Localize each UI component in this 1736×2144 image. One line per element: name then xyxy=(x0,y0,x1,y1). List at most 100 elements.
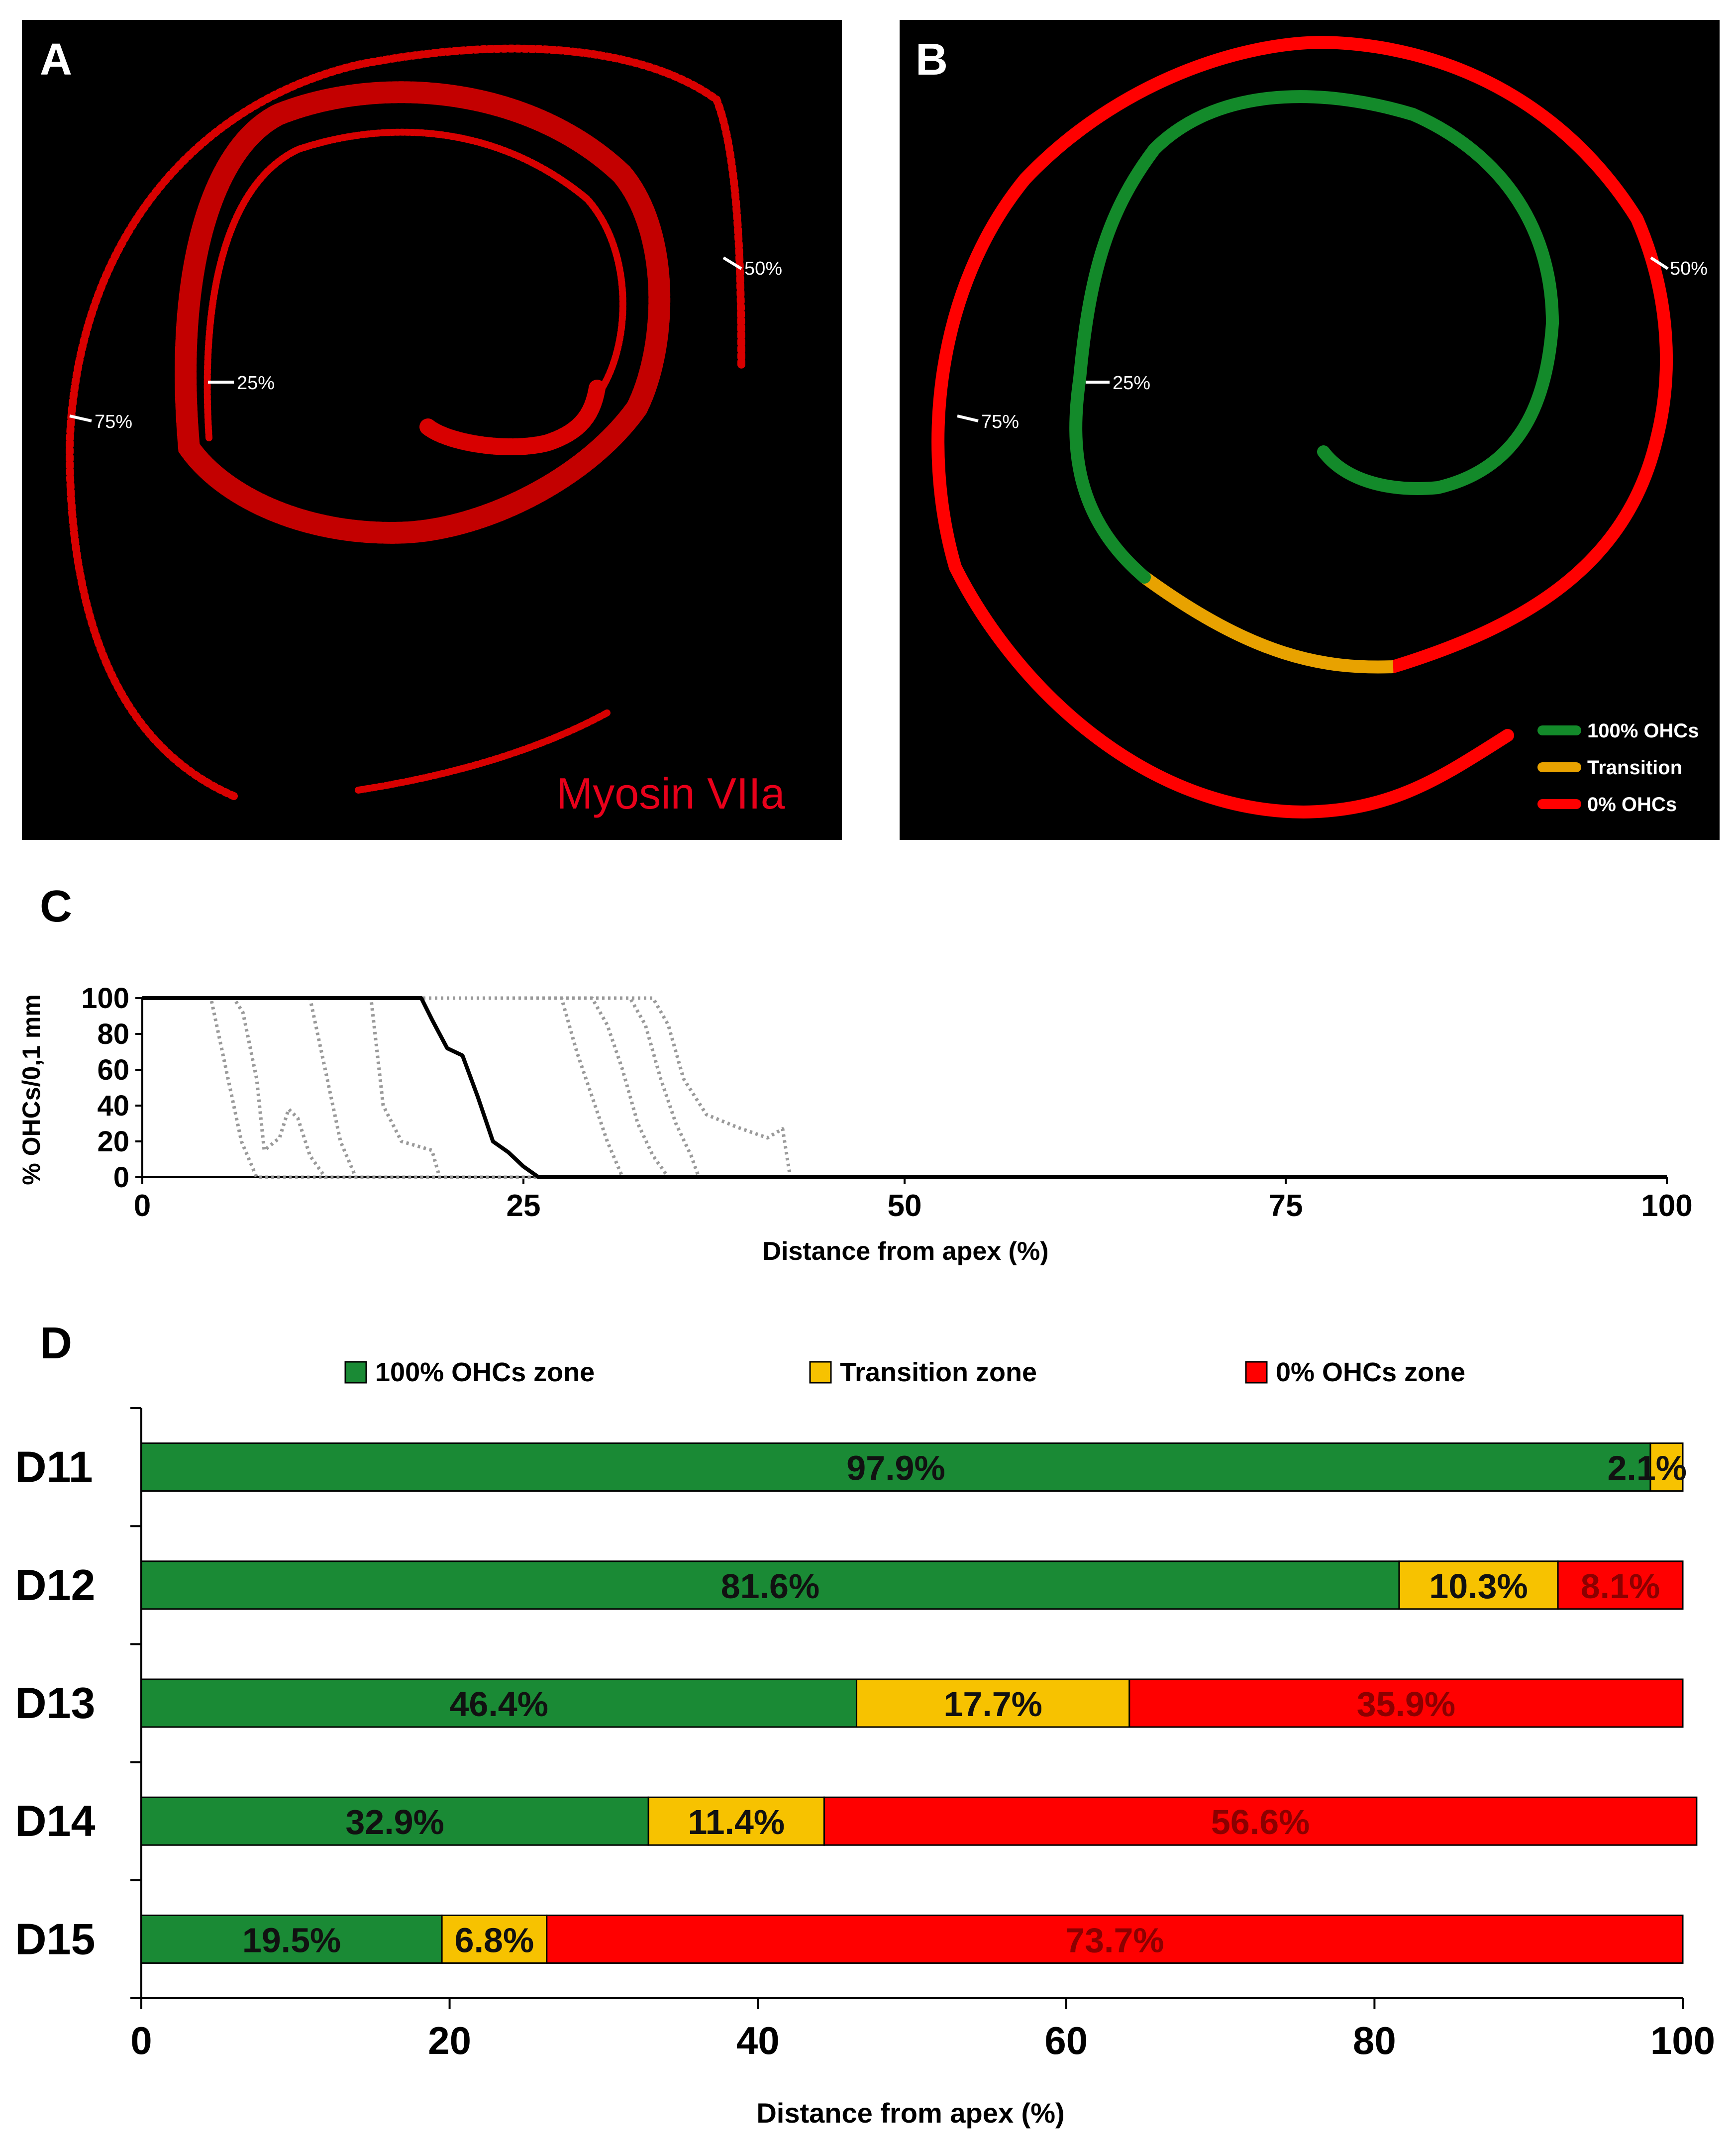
panel-b-background xyxy=(900,20,1720,840)
mark-label-75: 75% xyxy=(95,411,132,432)
panel-a-letter: A xyxy=(40,35,72,85)
legend-b-label-red: 0% OHCs xyxy=(1587,794,1677,816)
legend-b-label-yellow: Transition xyxy=(1587,757,1682,779)
chart-d-bar-segment xyxy=(823,1796,1698,1846)
chart-d-data-label: 97.9% xyxy=(846,1449,945,1488)
chart-c-series-dotted xyxy=(142,996,1667,1179)
myosin-spiral-image xyxy=(65,44,745,800)
legend-d-swatch-yellow xyxy=(809,1361,832,1384)
legend-d-label-green: 100% OHCs zone xyxy=(375,1357,595,1387)
chart-d-bar-segment xyxy=(546,1914,1684,1964)
panel-b-letter: B xyxy=(916,35,948,85)
chart-d-plot: 0 20 40 60 80 100 D11 97.9% 2.1% D12 81.6% 10.3% 8.1… xyxy=(15,1407,1715,2062)
chart-c-xtick-label: 0 xyxy=(134,1189,151,1223)
chart-c-ytick-label: 0 xyxy=(113,1161,129,1194)
chart-d-data-label: 10.3% xyxy=(1429,1567,1528,1606)
chart-d-category-label: D11 xyxy=(15,1442,93,1492)
chart-d-bar-segment xyxy=(647,1796,825,1846)
chart-d-data-label: 56.6% xyxy=(1211,1803,1310,1841)
legend-d-swatch-green xyxy=(344,1361,367,1384)
chart-c-series-dotted xyxy=(142,996,1667,1179)
stain-label: Myosin VIIa xyxy=(556,769,785,818)
panel-b: B 25% 50% 75% 100% OHCs Transition 0% OH… xyxy=(900,20,1720,840)
chart-d-data-label: 35.9% xyxy=(1357,1685,1455,1724)
chart-c-xlabel: Distance from apex (%) xyxy=(762,1237,1048,1266)
panel-a: A 25% 50% 75% Myosin VIIa xyxy=(22,20,842,840)
chart-c-xtick-label: 25 xyxy=(507,1189,541,1223)
chart-d-data-label: 6.8% xyxy=(455,1921,534,1959)
chart-c-ytick-label: 80 xyxy=(97,1018,129,1050)
chart-d-bar-segment xyxy=(855,1678,1130,1728)
chart-c-series-dotted xyxy=(142,996,1667,1179)
chart-d-category-label: D13 xyxy=(15,1678,95,1728)
chart-c-ytick-label: 20 xyxy=(97,1125,129,1158)
b-mark-tick-75 xyxy=(957,414,979,422)
chart-d-data-label: 81.6% xyxy=(721,1567,819,1606)
mark-label-25: 25% xyxy=(237,373,275,394)
legend-b-label-green: 100% OHCs xyxy=(1587,720,1699,742)
chart-d-category-label: D14 xyxy=(15,1796,95,1845)
chart-d-bar-segment xyxy=(1557,1560,1684,1610)
chart-d-data-label: 2.1% xyxy=(1607,1449,1687,1488)
chart-c-series-dotted xyxy=(142,996,1667,1179)
chart-d-bar-segment xyxy=(1649,1442,1684,1492)
b-mark-label-50: 50% xyxy=(1670,258,1708,279)
zone-100-ohcs-path xyxy=(1069,90,1559,584)
legend-d-label-yellow: Transition zone xyxy=(840,1357,1037,1387)
chart-c-xtick-label: 75 xyxy=(1269,1189,1303,1223)
chart-d-xtick-label: 0 xyxy=(130,2019,152,2062)
chart-d-data-label: 19.5% xyxy=(242,1921,341,1959)
chart-d-category-label: D15 xyxy=(15,1914,95,1963)
panel-c: C % OHCs/0,1 mm Distance from apex (%) 0… xyxy=(17,882,1693,1266)
chart-d-data-label: 11.4% xyxy=(688,1803,785,1841)
chart-d-bar-segment xyxy=(140,1678,857,1728)
chart-c-series-solid xyxy=(142,996,1667,1179)
mark-tick-75 xyxy=(69,414,92,422)
chart-d-xtick-label: 60 xyxy=(1044,2019,1088,2062)
chart-d-bar-segment xyxy=(1128,1678,1684,1728)
panel-c-letter: C xyxy=(40,882,72,931)
legend-d-swatch-red xyxy=(1245,1361,1268,1384)
chart-c-series-dotted xyxy=(142,996,1667,1179)
chart-c-ytick-label: 60 xyxy=(97,1054,129,1086)
chart-d-xtick-label: 100 xyxy=(1650,2019,1715,2062)
spiral-inner-hook xyxy=(419,380,606,455)
spiral-middle-turn xyxy=(175,81,671,544)
spiral-lower-arc xyxy=(355,708,613,794)
chart-d-data-label: 8.1% xyxy=(1581,1567,1660,1606)
chart-d-category-label: D12 xyxy=(15,1560,95,1610)
panel-d-letter: D xyxy=(40,1319,72,1368)
panel-d: D 100% OHCs zone Transition zone 0% OHCs… xyxy=(15,1319,1715,2129)
chart-c-series-dotted xyxy=(142,996,1667,1179)
mark-label-50: 50% xyxy=(744,258,782,279)
zone-0-ohcs-path xyxy=(931,35,1673,819)
spiral-middle-inner xyxy=(204,128,626,441)
chart-d-xtick-label: 40 xyxy=(736,2019,780,2062)
chart-d-data-label: 32.9% xyxy=(345,1803,444,1841)
chart-d-data-label: 17.7% xyxy=(943,1685,1042,1724)
spiral-outer-arc xyxy=(65,44,745,800)
chart-d-bar-segment xyxy=(140,1560,1400,1610)
chart-d-xtick-label: 80 xyxy=(1353,2019,1396,2062)
b-mark-label-25: 25% xyxy=(1113,373,1150,394)
chart-d-bar-segment xyxy=(140,1796,649,1846)
chart-d-data-label: 73.7% xyxy=(1065,1921,1164,1959)
chart-c-series-dotted xyxy=(142,996,1667,1179)
chart-d-data-label: 46.4% xyxy=(449,1685,548,1724)
chart-c-xtick-label: 50 xyxy=(888,1189,922,1223)
chart-c-ylabel: % OHCs/0,1 mm xyxy=(17,994,45,1185)
chart-c-series-dotted xyxy=(142,996,1667,1179)
chart-d-legend: 100% OHCs zone Transition zone 0% OHCs z… xyxy=(344,1357,1465,1387)
chart-c-ytick-label: 100 xyxy=(81,982,129,1015)
chart-d-xlabel: Distance from apex (%) xyxy=(756,2097,1064,2129)
b-mark-tick-50 xyxy=(1650,256,1669,270)
chart-c-ytick-label: 40 xyxy=(97,1090,129,1122)
chart-c-xtick-label: 100 xyxy=(1641,1189,1692,1223)
chart-d-bar-segment xyxy=(441,1914,548,1964)
zone-transition-path xyxy=(1140,572,1394,674)
panel-b-legend: 100% OHCs Transition 0% OHCs xyxy=(1537,720,1699,816)
chart-d-bar-segment xyxy=(1398,1560,1559,1610)
chart-d-xtick-label: 20 xyxy=(428,2019,471,2062)
